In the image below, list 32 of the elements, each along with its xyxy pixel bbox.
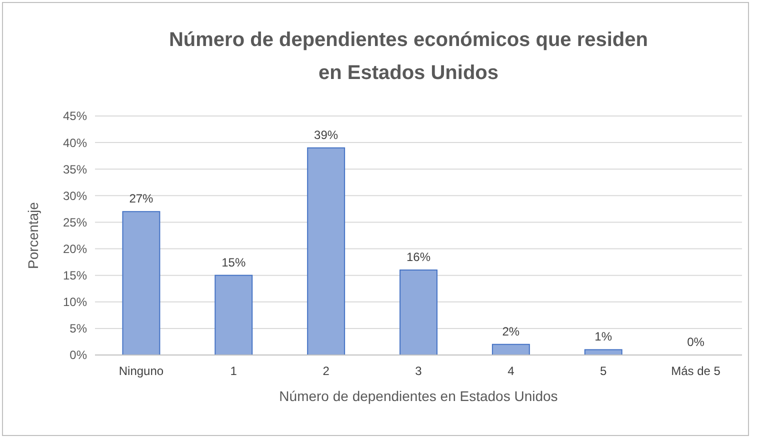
y-tick-label: 25% xyxy=(62,215,88,230)
y-tick-label: 30% xyxy=(62,188,88,203)
y-tick-label: 45% xyxy=(62,109,88,124)
x-tick-label: Más de 5 xyxy=(671,364,721,378)
y-tick-label: 20% xyxy=(62,242,88,256)
x-tick-label: 2 xyxy=(322,364,330,378)
y-tick-label: 15% xyxy=(62,268,88,283)
data-label: 2% xyxy=(502,324,520,338)
bar xyxy=(307,147,346,356)
bar xyxy=(400,270,438,356)
x-tick-label: 3 xyxy=(415,364,422,378)
data-label: 1% xyxy=(594,330,612,344)
y-tick-label: 0% xyxy=(70,348,88,362)
data-label: 15% xyxy=(222,255,246,270)
y-axis-title: Porcentaje xyxy=(25,202,41,269)
x-tick-label: 5 xyxy=(600,364,608,378)
y-tick-label: 5% xyxy=(70,322,88,336)
bar xyxy=(214,274,253,356)
x-tick-label: 1 xyxy=(230,364,238,378)
bar xyxy=(122,211,160,356)
y-tick-label: 40% xyxy=(62,136,88,150)
data-label: 16% xyxy=(406,250,431,264)
y-tick-label: 10% xyxy=(62,295,88,310)
x-axis-title: Número de dependientes en Estados Unidos xyxy=(279,388,558,404)
chart-title: Número de dependientes económicos que residen en Estados Unidos xyxy=(168,29,648,84)
data-label: 0% xyxy=(687,335,705,349)
x-tick-label: 4 xyxy=(508,364,515,378)
x-tick-label: Ninguno xyxy=(118,364,164,378)
bar xyxy=(492,344,530,356)
data-label: 39% xyxy=(314,128,338,142)
data-label: 27% xyxy=(129,192,154,206)
y-tick-label: 35% xyxy=(62,162,88,176)
